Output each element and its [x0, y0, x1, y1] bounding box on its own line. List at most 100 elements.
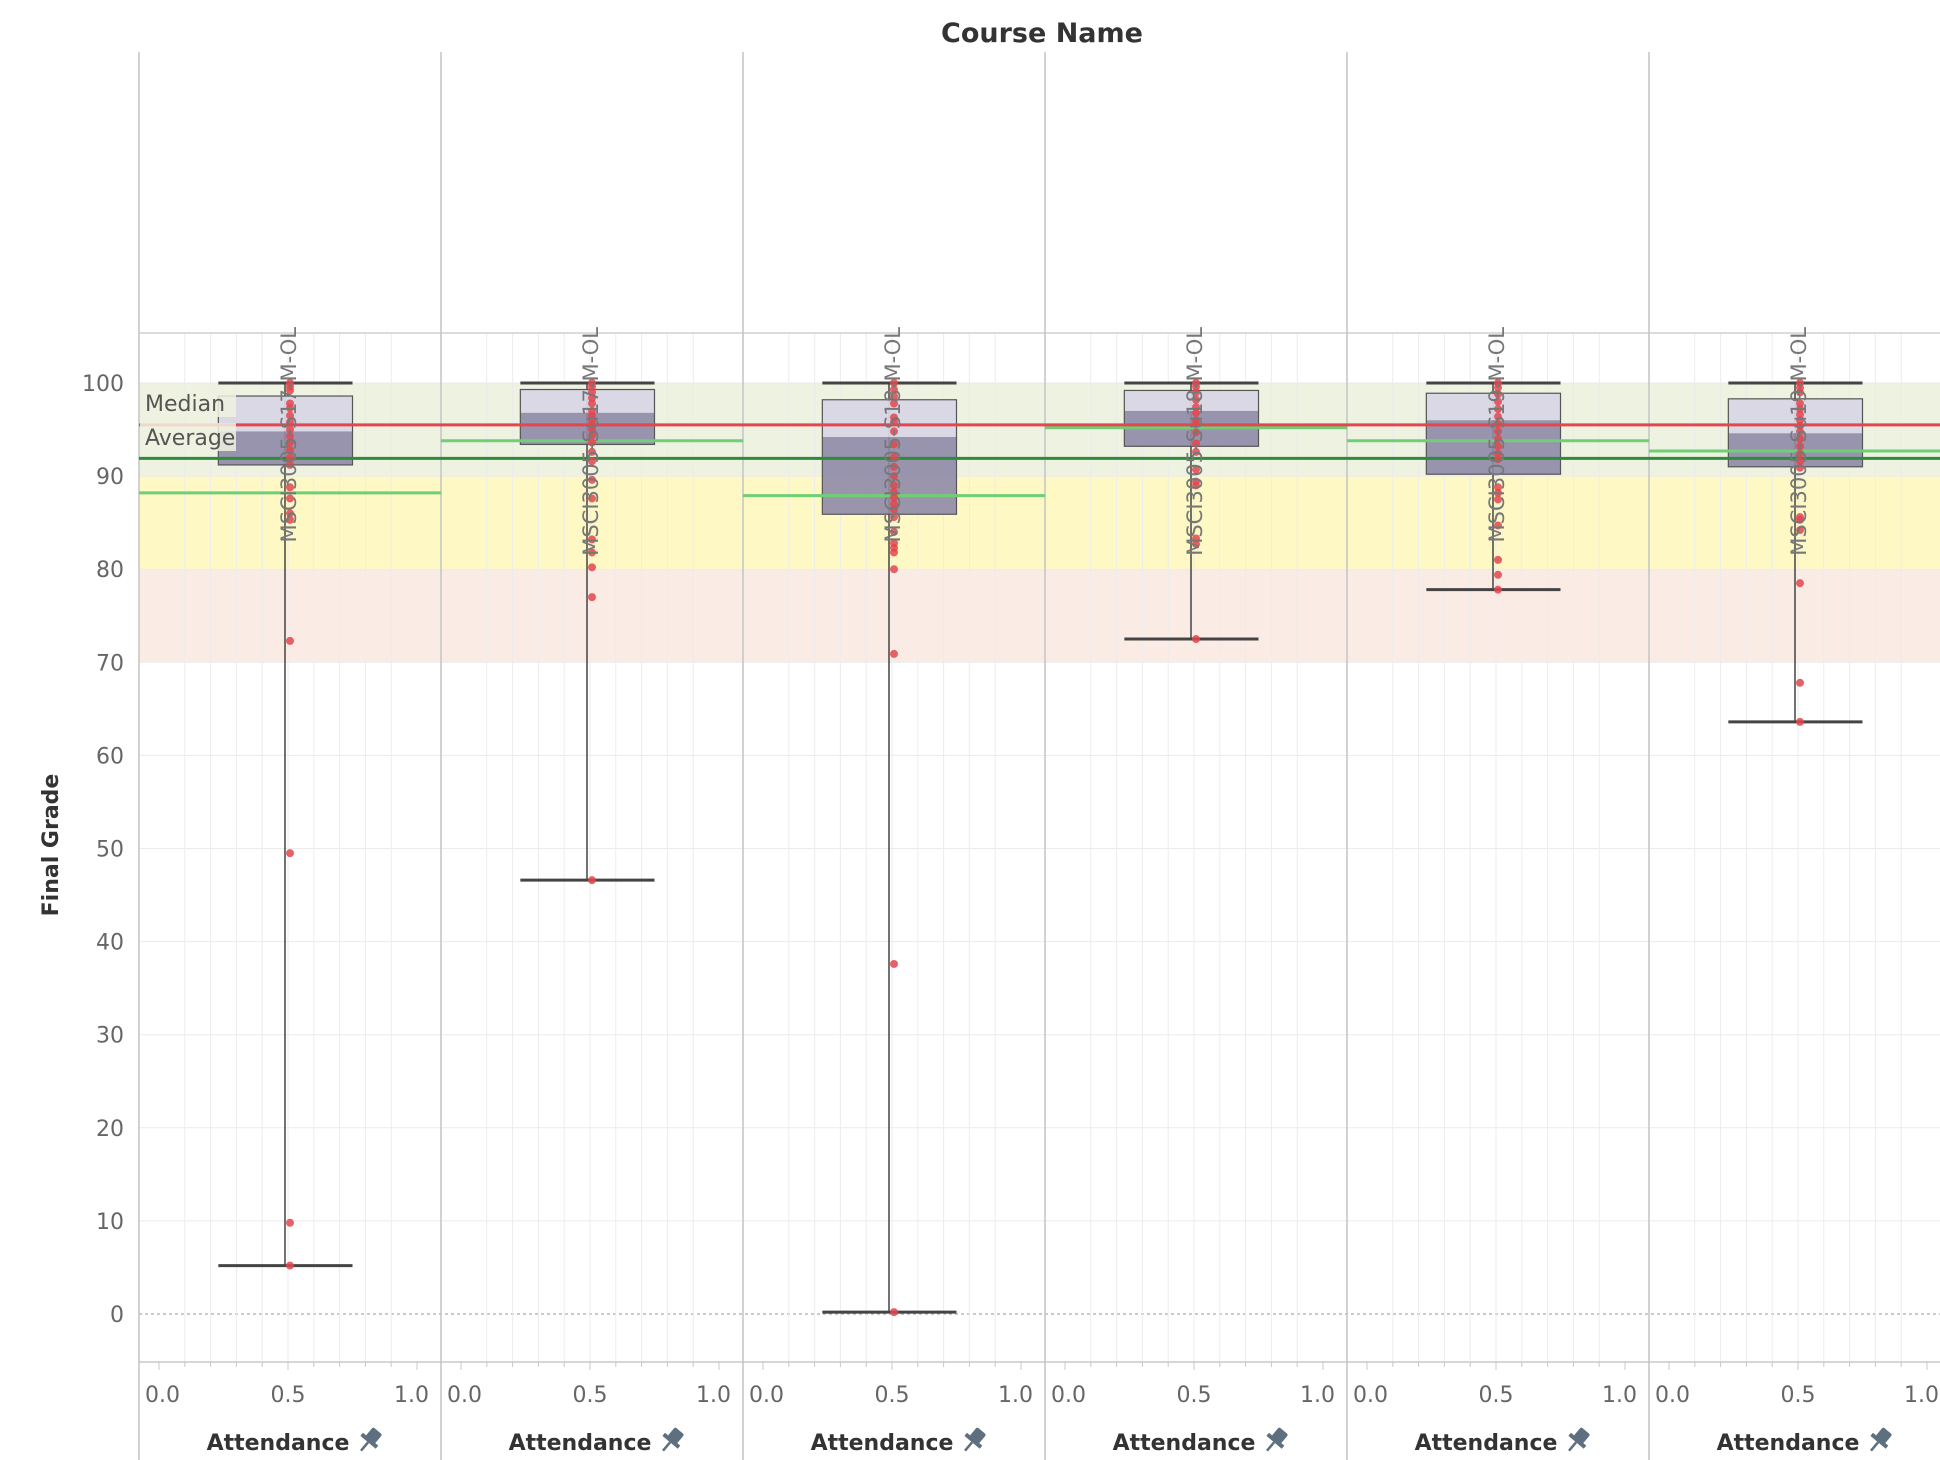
pin-icon-bar [964, 1432, 983, 1449]
data-point [1192, 481, 1200, 490]
box-lower [520, 412, 655, 445]
box-outline [1425, 392, 1562, 475]
y-tick-label: 40 [96, 931, 124, 956]
x-tick-label: 0.0 [1051, 1383, 1086, 1408]
pin-icon [964, 1427, 986, 1452]
grade-band-80-90 [139, 476, 1940, 570]
x-tick-label: 1.0 [394, 1383, 429, 1408]
data-point [890, 527, 898, 536]
data-point [286, 849, 294, 858]
y-axis-title: Final Grade [39, 774, 64, 917]
pin-icon-bar [662, 1432, 681, 1449]
data-point [588, 548, 596, 557]
data-point [588, 535, 596, 544]
x-tick-label: 0.0 [749, 1383, 784, 1408]
data-point [286, 636, 294, 645]
y-tick-label: 0 [110, 1303, 124, 1328]
box-upper [822, 399, 957, 437]
data-point [588, 494, 596, 503]
course-column-label: MSCI3005-Su19-M-OL [1787, 327, 1811, 556]
pin-icon-bar [360, 1432, 379, 1449]
data-point [286, 483, 294, 492]
data-point [286, 438, 294, 447]
data-point [1494, 521, 1502, 530]
data-point [588, 425, 596, 434]
data-point [588, 393, 596, 402]
course-column-label: MSCI3005-Su17-M-OL [579, 327, 603, 556]
data-point [286, 1218, 294, 1227]
data-points [286, 379, 1804, 1317]
data-point [588, 431, 596, 440]
y-tick-label: 80 [96, 558, 124, 583]
average-label: Average [145, 426, 235, 451]
data-point [588, 399, 596, 408]
data-point [588, 475, 596, 484]
course-column-label: MSCI3005-S17-M-OL [277, 327, 301, 543]
x-axis-title: Attendance [509, 1431, 652, 1456]
data-point [890, 385, 898, 394]
data-point [890, 399, 898, 408]
x-axis-title: Attendance [1415, 1431, 1558, 1456]
data-point [286, 411, 294, 420]
median-label: Median [145, 392, 225, 417]
data-point [1192, 428, 1200, 437]
data-point [1192, 465, 1200, 474]
course-column-label: MSCI3005-Su18-M-OL [1183, 327, 1207, 556]
x-tick-label: 1.0 [1300, 1383, 1335, 1408]
data-point [890, 472, 898, 481]
data-point [890, 392, 898, 401]
data-point [1192, 419, 1200, 428]
data-point [1796, 416, 1804, 425]
x-tick-label: 1.0 [696, 1383, 731, 1408]
data-point [1796, 449, 1804, 458]
course-column-label: MSCI3005-S18-M-OL [881, 327, 905, 543]
data-point [1494, 390, 1502, 399]
data-point [1192, 388, 1200, 397]
data-point [286, 453, 294, 462]
data-point [1796, 421, 1804, 430]
data-point [1796, 515, 1804, 524]
data-point [1494, 449, 1502, 458]
data-point [588, 457, 596, 466]
data-point [1494, 555, 1502, 564]
data-point [1796, 427, 1804, 436]
box-upper [520, 389, 655, 413]
data-point [890, 487, 898, 496]
data-point [1192, 447, 1200, 456]
grade-band-70-80 [139, 569, 1940, 663]
data-point [1494, 495, 1502, 504]
data-point [286, 404, 294, 413]
data-point [1796, 526, 1804, 535]
data-point [1494, 397, 1502, 406]
x-axis-title: Attendance [811, 1431, 954, 1456]
data-point [890, 548, 898, 557]
data-point [1192, 408, 1200, 417]
data-point [286, 515, 294, 524]
data-point [1494, 483, 1502, 492]
y-tick-label: 30 [96, 1024, 124, 1049]
box-lower [822, 436, 957, 515]
data-point [890, 440, 898, 449]
data-point [286, 386, 294, 395]
pin-icon-needle [1870, 1441, 1880, 1452]
x-axis-title: Attendance [1717, 1431, 1860, 1456]
grade-band-90-100 [139, 383, 1940, 477]
data-point [1796, 579, 1804, 588]
x-tick-label: 0.5 [573, 1383, 608, 1408]
data-point [286, 494, 294, 503]
data-point [588, 388, 596, 397]
data-point [1494, 488, 1502, 497]
x-tick-label: 0.5 [1479, 1383, 1514, 1408]
y-tick-label: 10 [96, 1210, 124, 1235]
pin-icon [1568, 1427, 1590, 1452]
x-tick-label: 0.5 [875, 1383, 910, 1408]
data-point [286, 1261, 294, 1270]
data-point [286, 446, 294, 455]
data-point [1494, 442, 1502, 451]
data-point [890, 427, 898, 436]
data-point [1796, 463, 1804, 472]
data-point [890, 481, 898, 490]
data-point [890, 1308, 898, 1317]
data-point [1192, 540, 1200, 549]
average-label-bg [140, 423, 236, 451]
